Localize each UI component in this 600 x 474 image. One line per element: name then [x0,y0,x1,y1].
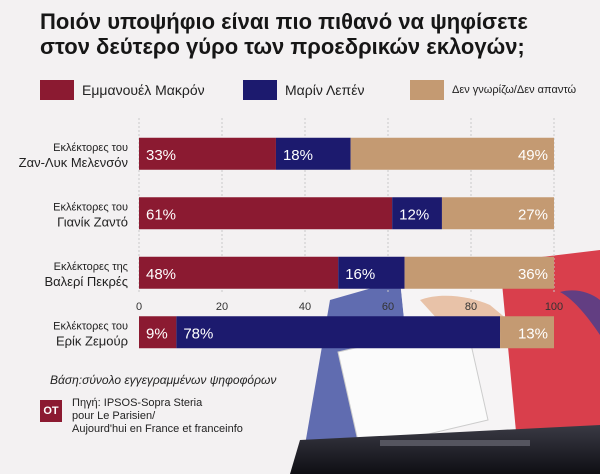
source-line: pour Le Parisien/ [72,410,156,422]
x-tick-label: 80 [465,301,477,313]
data-label: 33% [146,147,176,164]
legend-swatch-macron [40,80,74,100]
source-note: Πηγή: IPSOS-Sopra Steria pour Le Parisie… [72,397,243,436]
legend-swatch-dontknow [410,80,444,100]
category-label: Εκλέκτορες του [53,142,128,154]
bar-segment [441,197,554,230]
category-label: Ζαν-Λυκ Μελενσόν [19,155,128,170]
category-label: Βαλερί Πεκρές [44,274,128,289]
data-label: 13% [518,325,548,342]
x-tick-label: 20 [216,301,228,313]
category-label: Εκλέκτορες της [54,261,128,273]
legend-item-dontknow: Δεν γνωρίζω/Δεν απαντώ [410,80,576,100]
data-label: 48% [146,266,176,283]
bar-segment [392,197,442,230]
data-label: 16% [345,266,375,283]
page-title: Ποιόν υποψήφιο είναι πιο πιθανό να ψηφίσ… [40,9,580,59]
data-label: 36% [518,266,548,283]
x-tick-label: 40 [299,301,311,313]
data-label: 27% [518,206,548,223]
category-label: Εκλέκτορες του [53,320,128,332]
bar-segment [139,256,339,289]
legend-item-macron: Εμμανουέλ Μακρόν [40,80,205,100]
bar-segment [404,256,554,289]
data-label: 61% [146,206,176,223]
source-line: Aujourd'hui en France et franceinfo [72,423,243,435]
data-label: 78% [183,325,213,342]
bar-segment [139,316,177,349]
legend-swatch-lepen [243,80,277,100]
source-line: Πηγή: IPSOS-Sopra Steria [72,397,203,409]
bar-segment [139,197,393,230]
data-label: 9% [146,325,168,342]
ot-logo: OT [40,400,62,422]
data-label: 18% [283,147,313,164]
x-tick-label: 60 [382,301,394,313]
legend-label-lepen: Μαρίν Λεπέν [285,82,365,98]
category-label: Εκλέκτορες του [53,201,128,213]
ballot-box-icon [290,425,600,474]
legend-item-lepen: Μαρίν Λεπέν [243,80,364,100]
legend-label-dontknow: Δεν γνωρίζω/Δεν απαντώ [452,84,577,96]
title-line-1: Ποιόν υποψήφιο είναι πιο πιθανό να ψηφίσ… [40,9,528,34]
legend-label-macron: Εμμανουέλ Μακρόν [82,82,205,98]
title-line-2: στον δεύτερο γύρο των προεδρικών εκλογών… [40,34,525,59]
x-tick-label: 0 [136,301,142,313]
bar-segment [338,256,405,289]
bar-segment [139,137,276,170]
category-label: Γιανίκ Ζαντό [57,214,128,229]
bar-segment [275,137,351,170]
x-tick-label: 100 [545,301,563,313]
bar-segment [176,316,501,349]
bar-segment [500,316,554,349]
category-label: Ερίκ Ζεμούρ [56,333,128,348]
basis-note: Βάση:σύνολο εγγεγραμμένων ψηφοφόρων [50,373,277,387]
bar-segment [350,137,554,170]
data-label: 49% [518,147,548,164]
data-label: 12% [399,206,429,223]
